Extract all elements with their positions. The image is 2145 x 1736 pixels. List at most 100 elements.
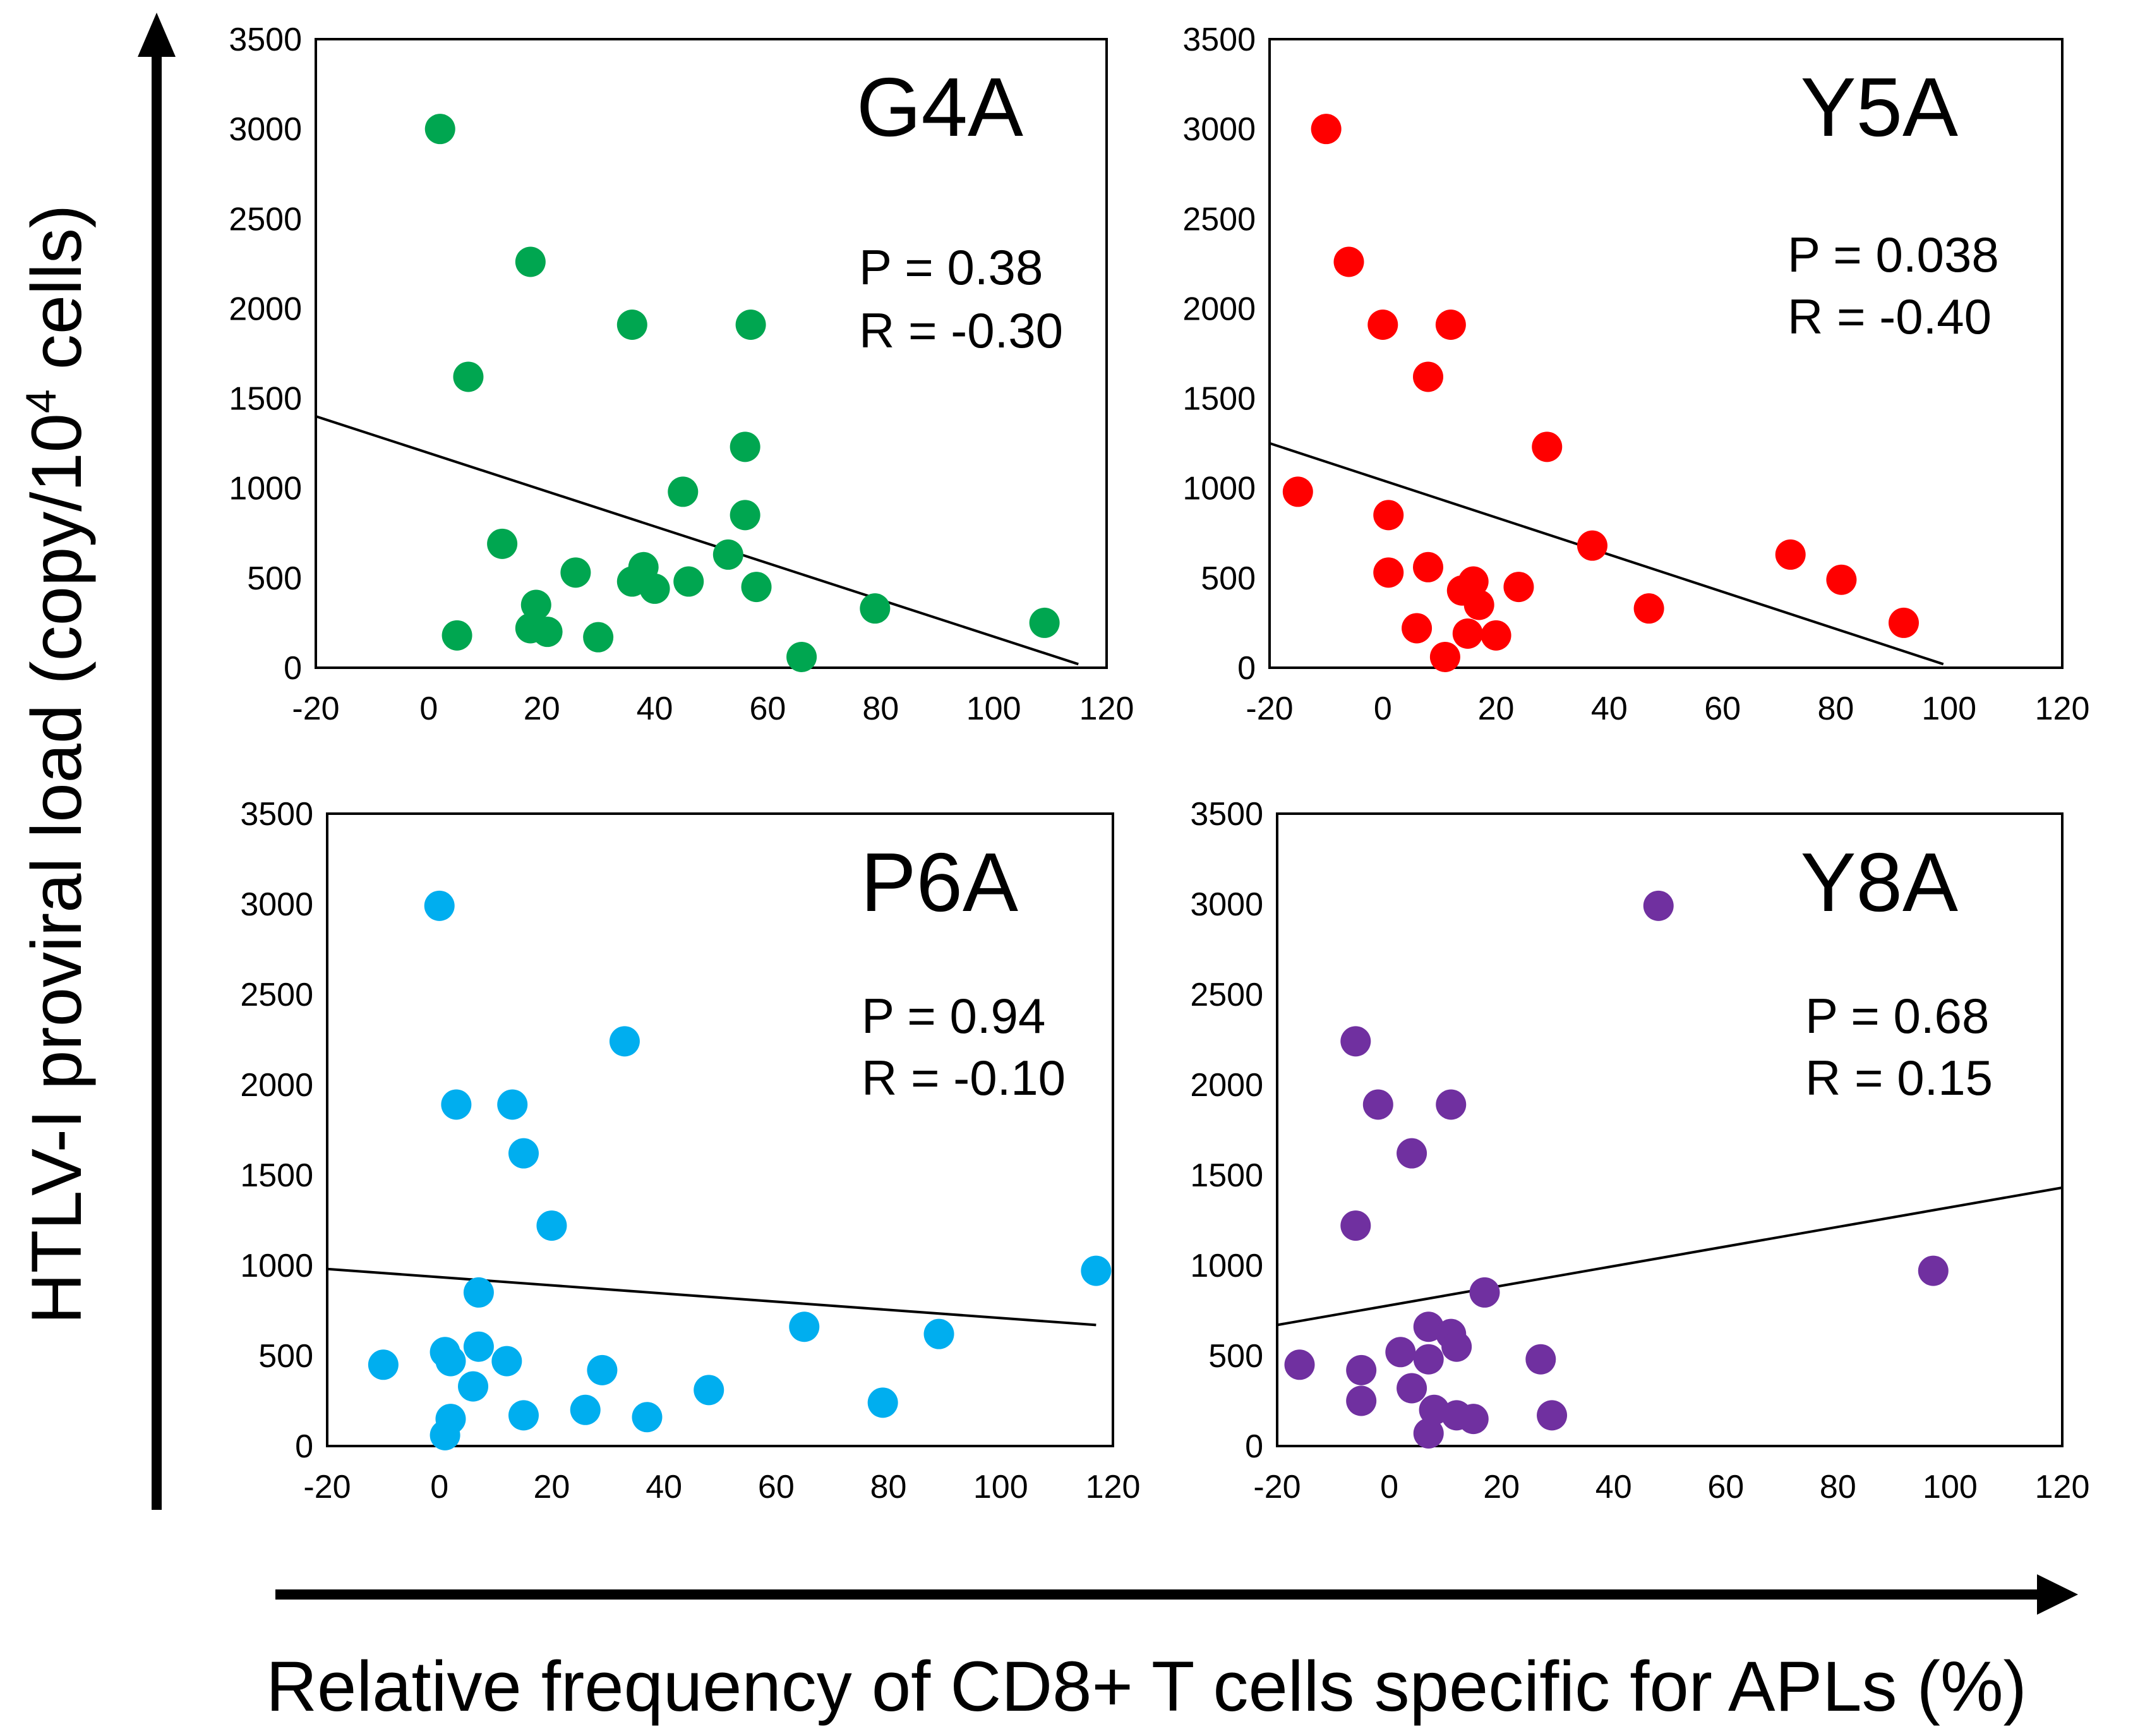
panel-label: G4A bbox=[856, 61, 1023, 154]
data-point bbox=[1402, 613, 1433, 644]
data-point bbox=[570, 1394, 601, 1425]
data-point bbox=[860, 593, 891, 624]
data-point bbox=[1362, 1089, 1393, 1120]
y-tick-label: 1500 bbox=[240, 1157, 313, 1194]
data-point bbox=[741, 572, 772, 603]
x-axis-arrowhead bbox=[2037, 1574, 2078, 1615]
x-tick-label: 100 bbox=[966, 690, 1021, 727]
y-tick-label: 1000 bbox=[1182, 471, 1256, 507]
data-point bbox=[1577, 530, 1607, 561]
data-point bbox=[1284, 1349, 1315, 1380]
data-point bbox=[1385, 1337, 1416, 1368]
plot-area-frame bbox=[315, 38, 1108, 669]
x-tick-label: 0 bbox=[430, 1469, 448, 1505]
x-tick-label: 60 bbox=[750, 690, 786, 727]
x-tick-label: 20 bbox=[1483, 1469, 1520, 1505]
y-tick-label: 2000 bbox=[229, 291, 302, 327]
regression-line bbox=[1269, 442, 1944, 666]
data-point bbox=[1413, 1344, 1444, 1375]
data-point bbox=[520, 589, 551, 620]
y-tick-label: 1000 bbox=[240, 1248, 313, 1284]
y-tick-labels: 0 500 1000 1500 2000 2500 3000 3500 bbox=[240, 796, 313, 1465]
x-tick-labels: -20 0 20 40 60 80 100 120 bbox=[303, 1469, 1140, 1505]
y-tick-label: 3000 bbox=[1190, 886, 1263, 923]
y-tick-label: 0 bbox=[295, 1428, 313, 1465]
data-point bbox=[583, 622, 614, 653]
y-tick-label: 1500 bbox=[1182, 381, 1256, 418]
data-point bbox=[786, 641, 817, 672]
data-point bbox=[441, 1089, 472, 1120]
y-tick-label: 3500 bbox=[240, 796, 313, 833]
data-point bbox=[1435, 310, 1466, 341]
regression-line bbox=[1277, 1186, 2063, 1327]
p-value: P = 0.68 bbox=[1805, 988, 1989, 1044]
y-tick-label: 0 bbox=[1237, 650, 1256, 687]
data-point bbox=[1452, 618, 1483, 649]
data-point bbox=[1889, 607, 1919, 638]
data-points bbox=[424, 114, 1060, 672]
y-tick-label: 1500 bbox=[229, 381, 302, 418]
y-tick-labels: 0 500 1000 1500 2000 2500 3000 3500 bbox=[229, 21, 302, 687]
r-value: R = -0.10 bbox=[862, 1050, 1066, 1106]
plot-area-frame bbox=[1268, 38, 2064, 669]
data-point bbox=[632, 1402, 663, 1433]
x-tick-label: 120 bbox=[1086, 1469, 1141, 1505]
data-point bbox=[1367, 310, 1398, 341]
trend-lines bbox=[1277, 1186, 2063, 1327]
regression-line bbox=[315, 415, 1079, 666]
data-point bbox=[1441, 1331, 1472, 1362]
data-point bbox=[1918, 1255, 1949, 1286]
x-tick-label: 0 bbox=[419, 690, 438, 727]
r-value: R = -0.30 bbox=[859, 303, 1063, 358]
x-tick-label: 40 bbox=[637, 690, 673, 727]
data-point bbox=[1463, 589, 1494, 620]
x-tick-label: -20 bbox=[1253, 1469, 1301, 1505]
r-value: R = -0.40 bbox=[1788, 289, 1992, 344]
y-tick-label: 1000 bbox=[229, 471, 302, 507]
data-point bbox=[463, 1277, 494, 1308]
data-point bbox=[1282, 476, 1313, 507]
y-tick-label: 500 bbox=[258, 1338, 313, 1375]
data-point bbox=[1436, 1089, 1467, 1120]
data-point bbox=[442, 620, 472, 651]
x-tick-labels: -20 0 20 40 60 80 100 120 bbox=[1246, 690, 2089, 727]
data-point bbox=[587, 1354, 618, 1385]
data-point bbox=[1081, 1255, 1112, 1286]
data-point bbox=[867, 1387, 898, 1418]
x-tick-label: 120 bbox=[2035, 690, 2090, 727]
data-point bbox=[1311, 114, 1342, 145]
x-tick-label: 80 bbox=[870, 1469, 907, 1505]
data-point bbox=[458, 1371, 489, 1402]
x-tick-label: 40 bbox=[1591, 690, 1628, 727]
data-point bbox=[430, 1420, 460, 1450]
data-point bbox=[1633, 593, 1664, 624]
x-tick-label: 80 bbox=[862, 690, 899, 727]
data-point bbox=[463, 1331, 494, 1362]
data-point bbox=[560, 557, 591, 588]
data-point bbox=[673, 566, 704, 597]
data-point bbox=[1346, 1385, 1377, 1416]
y-tick-label: 2000 bbox=[240, 1067, 313, 1104]
data-point bbox=[1373, 500, 1404, 531]
data-point bbox=[1826, 564, 1857, 595]
x-tick-label: -20 bbox=[1246, 690, 1293, 727]
data-points bbox=[1282, 114, 1919, 672]
data-point bbox=[368, 1349, 399, 1380]
y-tick-label: 500 bbox=[1201, 560, 1256, 597]
data-point bbox=[497, 1089, 528, 1120]
panel-label: Y5A bbox=[1801, 61, 1959, 154]
x-tick-label: 60 bbox=[1704, 690, 1741, 727]
y-tick-label: 500 bbox=[1208, 1338, 1263, 1375]
data-point bbox=[491, 1346, 522, 1377]
data-point bbox=[1413, 552, 1443, 582]
data-point bbox=[1429, 641, 1460, 672]
x-tick-label: 120 bbox=[1079, 690, 1134, 727]
data-point bbox=[1029, 607, 1060, 638]
y-tick-label: 0 bbox=[1245, 1428, 1263, 1465]
y-tick-label: 1500 bbox=[1190, 1157, 1263, 1194]
data-point bbox=[1537, 1400, 1568, 1431]
trend-lines bbox=[315, 415, 1079, 666]
y-tick-label: 3000 bbox=[1182, 111, 1256, 148]
panel-g4a: G4A P = 0.38 R = -0.30 -20 0 20 40 60 80 100 12… bbox=[229, 21, 1134, 727]
data-point bbox=[1525, 1344, 1556, 1375]
